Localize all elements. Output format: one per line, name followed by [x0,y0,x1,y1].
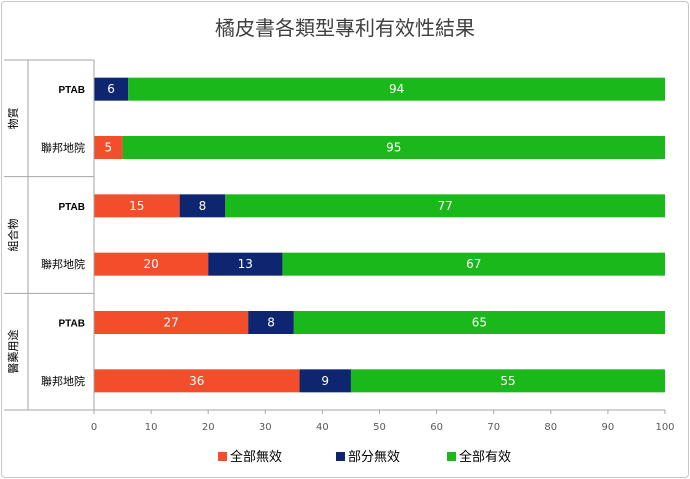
data-label: 65 [472,316,487,330]
category-labels: PTAB 聯邦地院 PTAB 聯邦地院 PTAB 聯邦地院 [41,85,85,388]
data-label: 9 [321,374,329,388]
category-label: PTAB [59,85,85,96]
data-label: 27 [163,316,178,330]
x-tick-label: 60 [430,422,443,433]
bar-2-row-4 [208,252,283,276]
bar-1-row-4 [94,252,209,276]
x-tick-label: 70 [487,422,500,433]
bar-3-row-5 [293,311,665,334]
data-label: 13 [238,257,253,271]
group-label: 組合物 [6,219,20,252]
x-tick-label: 0 [91,422,97,433]
bar-3-row-3 [225,194,665,218]
data-label: 20 [143,257,158,271]
data-labels: 6 94 5 95 15 8 77 20 13 67 27 8 65 36 9 55 [104,82,515,388]
bar-2-row-5 [248,311,294,334]
bar-1-row-6 [94,369,300,393]
bar-2-row-3 [179,194,226,218]
x-tick-label: 10 [145,422,158,433]
legend-swatch [447,452,456,461]
legend: 全部無效 部分無效 全部有效 [218,449,511,465]
legend-label: 全部無效 [230,449,282,465]
x-tick-label: 40 [316,422,329,433]
group-label: 醫藥用途 [6,330,20,374]
bar-3-row-2 [122,136,666,159]
bar-1-row-5 [94,311,249,334]
bar-2-row-1 [94,77,129,101]
bar-3-row-4 [282,252,665,276]
x-tick-label: 80 [544,422,557,433]
bar-1-row-3 [94,194,180,218]
legend-label: 部分無效 [348,450,400,465]
data-label: 36 [189,374,204,388]
x-tick-label: 20 [202,422,215,433]
x-tick-label: 50 [373,422,386,433]
data-label: 55 [500,374,515,388]
bar-2-row-6 [299,369,351,393]
data-label: 77 [438,199,453,213]
bar-3-row-1 [128,77,665,101]
data-label: 15 [129,199,144,213]
legend-swatch [218,452,227,461]
x-tick-label: 90 [602,422,615,433]
bar-3-row-6 [350,369,665,393]
category-label: 聯邦地院 [41,257,85,271]
bars [94,77,666,393]
category-label: 聯邦地院 [41,141,85,155]
bar-1-row-2 [94,136,123,159]
data-label: 94 [389,82,404,96]
category-label: PTAB [59,319,85,330]
category-label: PTAB [59,202,85,213]
data-label: 5 [104,141,112,155]
group-label: 物質 [6,107,20,129]
data-label: 8 [199,199,207,213]
x-axis: 0 10 20 30 40 50 60 70 80 90 100 [91,60,675,433]
category-label: 聯邦地院 [41,374,85,388]
legend-swatch [336,452,345,461]
data-label: 95 [386,141,401,155]
data-label: 8 [267,316,275,330]
data-label: 67 [466,257,481,271]
x-tick-label: 30 [259,422,272,433]
legend-label: 全部有效 [459,449,511,465]
x-tick-label: 100 [655,422,674,433]
data-label: 6 [107,82,115,96]
chart-title: 橘皮書各類型專利有效性結果 [215,16,475,40]
